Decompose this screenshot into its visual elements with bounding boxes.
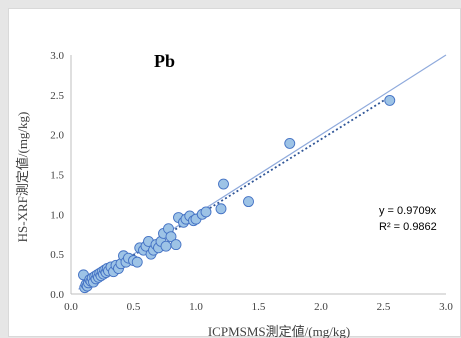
y-tick-label: 3.0 bbox=[50, 50, 64, 62]
chart-container: 0.0 0.5 1.0 1.5 2.0 2.5 3.0 0.0 0.5 1.0 1.5 2.0 2.5… bbox=[8, 8, 461, 338]
x-tick-label: 0.5 bbox=[127, 301, 141, 313]
reference-line bbox=[78, 54, 447, 290]
x-tick-label: 2.0 bbox=[314, 301, 328, 313]
y-tick-label: 1.0 bbox=[50, 209, 64, 221]
x-axis-title: ICPMSMS測定値/(mg/kg) bbox=[208, 324, 350, 338]
trendline bbox=[83, 95, 391, 288]
data-point bbox=[215, 203, 227, 215]
data-point bbox=[384, 94, 396, 106]
data-point bbox=[131, 256, 143, 268]
data-point bbox=[243, 196, 254, 208]
data-point bbox=[160, 240, 172, 252]
y-tick-label: 0.5 bbox=[50, 249, 64, 261]
data-point bbox=[170, 239, 182, 251]
axes bbox=[70, 55, 446, 295]
x-tick-label: 1.5 bbox=[252, 301, 266, 313]
data-point bbox=[200, 206, 212, 218]
y-tick-label: 1.5 bbox=[50, 170, 64, 182]
regression-equation: y = 0.9709x bbox=[379, 205, 437, 217]
trendline-layer bbox=[83, 95, 391, 288]
y-tick-labels: 0.0 0.5 1.0 1.5 2.0 2.5 3.0 bbox=[50, 50, 64, 301]
y-tick-label: 0.0 bbox=[50, 289, 64, 301]
y-tick-label: 2.0 bbox=[50, 130, 64, 142]
x-tick-label: 2.5 bbox=[377, 301, 391, 313]
data-point bbox=[284, 137, 296, 149]
y-tick-label: 2.5 bbox=[50, 90, 64, 102]
r-squared-label: R² = 0.9862 bbox=[379, 221, 437, 233]
data-point bbox=[218, 178, 229, 190]
data-points bbox=[78, 94, 396, 294]
x-tick-labels: 0.0 0.5 1.0 1.5 2.0 2.5 3.0 bbox=[64, 301, 453, 313]
x-tick-label: 1.0 bbox=[189, 301, 203, 313]
scatter-chart: 0.0 0.5 1.0 1.5 2.0 2.5 3.0 0.0 0.5 1.0 1.5 2.0 2.5… bbox=[15, 50, 453, 338]
chart-title: Pb bbox=[154, 51, 175, 71]
y-axis-title: HS-XRF測定値/(mg/kg) bbox=[15, 112, 30, 243]
x-tick-label: 3.0 bbox=[439, 301, 453, 313]
x-tick-label: 0.0 bbox=[64, 301, 78, 313]
data-point bbox=[165, 231, 177, 243]
reference-line-layer bbox=[78, 54, 447, 290]
